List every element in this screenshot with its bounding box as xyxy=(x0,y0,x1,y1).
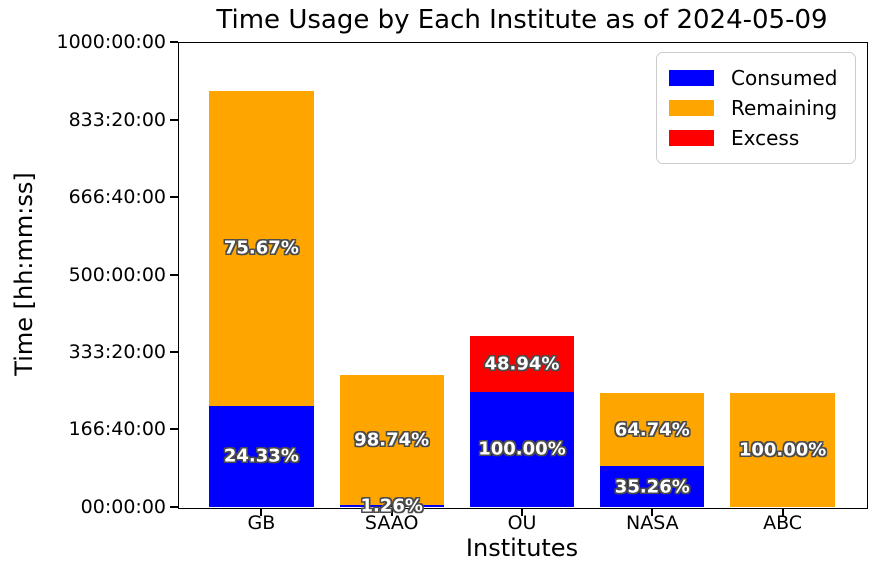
bar-saao-remaining-percent-label: 98.74% xyxy=(354,429,430,451)
bar-abc: 100.00% xyxy=(730,42,835,507)
legend-item-consumed: Consumed xyxy=(669,63,843,93)
bar-saao-consumed-segment: 1.26% xyxy=(339,496,444,517)
x-tick-label-ou: OU xyxy=(507,512,537,534)
y-axis-label: Time [hh:mm:ss] xyxy=(10,172,38,376)
x-tick-mark xyxy=(521,508,523,516)
bar-nasa-consumed-segment: 35.26% xyxy=(600,466,705,507)
remaining-swatch-icon xyxy=(669,100,714,116)
y-tick-label: 00:00:00 xyxy=(80,496,166,518)
y-tick-mark xyxy=(170,351,178,353)
bar-saao: 1.26% 98.74% xyxy=(339,42,444,517)
bar-saao-remaining-segment: 98.74% xyxy=(339,373,444,506)
x-tick-label-saao: SAAO xyxy=(364,512,419,534)
bar-ou-excess-segment: 48.94% xyxy=(469,335,575,392)
y-tick-label: 500:00:00 xyxy=(68,263,166,286)
bar-nasa-remaining-percent-label: 64.74% xyxy=(614,419,690,441)
x-tick-mark xyxy=(390,508,393,516)
legend-label-excess: Excess xyxy=(731,126,800,150)
y-tick-label: 666:40:00 xyxy=(68,185,166,208)
y-tick-mark xyxy=(170,506,178,508)
y-tick-mark xyxy=(170,195,178,198)
y-tick-mark xyxy=(170,428,178,431)
bar-gb-consumed-segment: 24.33% xyxy=(209,405,314,507)
legend-label-consumed: Consumed xyxy=(731,66,838,90)
y-tick-label: 833:20:00 xyxy=(68,108,166,131)
bar-gb-remaining-segment: 75.67% xyxy=(209,90,314,406)
chart-title: Time Usage by Each Institute as of 2024-… xyxy=(216,5,828,35)
legend-label-remaining: Remaining xyxy=(731,96,838,120)
legend-item-remaining: Remaining xyxy=(669,93,843,123)
x-axis-label: Institutes xyxy=(465,534,579,562)
bar-abc-remaining-segment: 100.00% xyxy=(730,392,835,507)
bar-saao-consumed-percent-label: 1.26% xyxy=(360,495,423,517)
consumed-swatch-icon xyxy=(669,70,714,86)
bar-nasa: 35.26% 64.74% xyxy=(600,42,705,507)
legend-item-excess: Excess xyxy=(669,123,843,153)
bar-ou-consumed-segment: 100.00% xyxy=(469,391,575,507)
x-tick-mark xyxy=(781,508,784,516)
y-tick-mark xyxy=(170,273,178,276)
x-tick-label-abc: ABC xyxy=(763,512,803,534)
bar-nasa-remaining-segment: 64.74% xyxy=(600,391,705,467)
x-tick-label-gb: GB xyxy=(247,512,276,534)
x-tick-label-nasa: NASA xyxy=(625,512,679,534)
excess-swatch-icon xyxy=(669,130,714,146)
bar-nasa-consumed-percent-label: 35.26% xyxy=(614,476,690,498)
bar-gb-remaining-percent-label: 75.67% xyxy=(223,237,299,259)
y-tick-label: 333:20:00 xyxy=(68,341,166,363)
bar-ou: 100.00% 48.94% xyxy=(469,42,575,507)
bar-gb: 24.33% 75.67% xyxy=(209,42,314,507)
bar-gb-consumed-percent-label: 24.33% xyxy=(223,445,299,467)
y-tick-label: 166:40:00 xyxy=(68,418,166,441)
y-tick-label: 1000:00:00 xyxy=(56,31,166,53)
bar-ou-excess-percent-label: 48.94% xyxy=(484,353,560,375)
bar-ou-consumed-percent-label: 100.00% xyxy=(478,438,566,460)
y-tick-mark xyxy=(170,118,178,121)
y-tick-mark xyxy=(170,41,178,43)
x-tick-mark xyxy=(260,508,263,516)
bar-abc-remaining-percent-label: 100.00% xyxy=(738,439,827,461)
x-tick-mark xyxy=(651,508,654,516)
legend: Consumed Remaining Excess xyxy=(656,52,856,164)
